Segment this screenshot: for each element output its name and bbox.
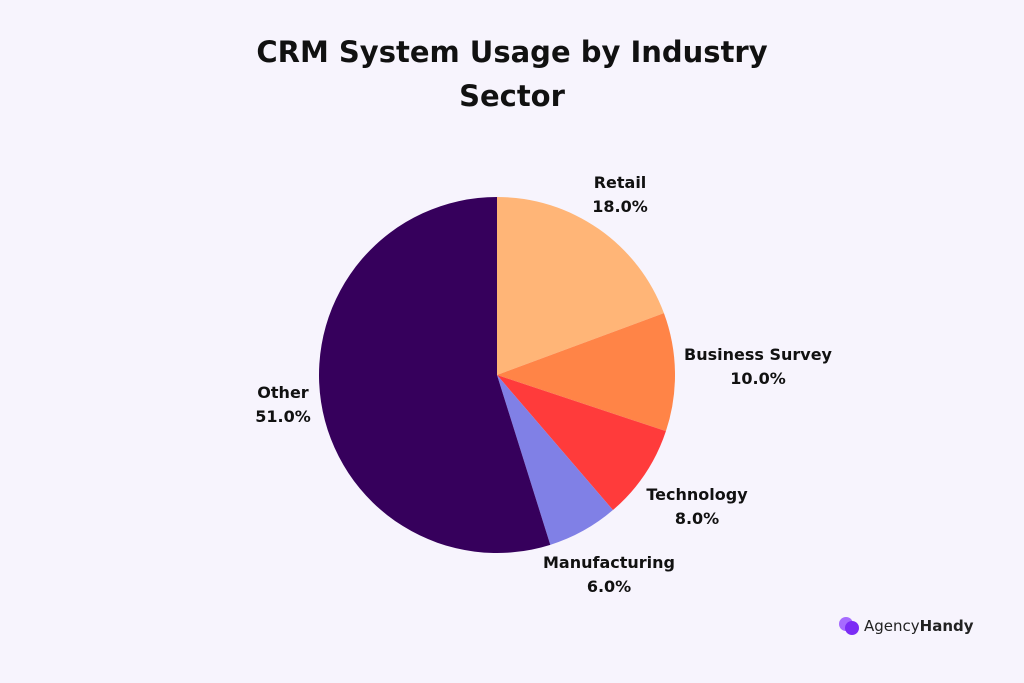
chart-title: CRM System Usage by Industry Sector bbox=[0, 30, 1024, 118]
brand-logo: AgencyHandy bbox=[838, 615, 974, 637]
chart-title-line-2: Sector bbox=[459, 79, 565, 113]
logo-text-bold: Handy bbox=[919, 617, 974, 635]
slice-name-label: Technology bbox=[646, 485, 748, 504]
slice-percent-label: 10.0% bbox=[730, 369, 786, 388]
slice-percent-label: 51.0% bbox=[255, 407, 311, 426]
pie-slice-technology bbox=[497, 375, 666, 511]
slice-percent-label: 6.0% bbox=[587, 577, 631, 596]
chart-title-line-1: CRM System Usage by Industry bbox=[256, 35, 768, 69]
pie-slice-business-survey bbox=[497, 313, 676, 432]
slice-name-label: Retail bbox=[594, 173, 647, 192]
pie-slice-retail bbox=[497, 197, 664, 375]
logo-text-light: Agency bbox=[864, 617, 920, 635]
slice-name-label: Manufacturing bbox=[543, 553, 675, 572]
slice-percent-label: 18.0% bbox=[592, 197, 648, 216]
slice-name-label: Business Survey bbox=[684, 345, 833, 364]
agencyhandy-logo-icon bbox=[839, 617, 859, 635]
pie-slice-manufacturing bbox=[497, 375, 613, 545]
slice-percent-label: 8.0% bbox=[675, 509, 719, 528]
pie-slice-other bbox=[318, 197, 551, 553]
slice-name-label: Other bbox=[257, 383, 308, 402]
